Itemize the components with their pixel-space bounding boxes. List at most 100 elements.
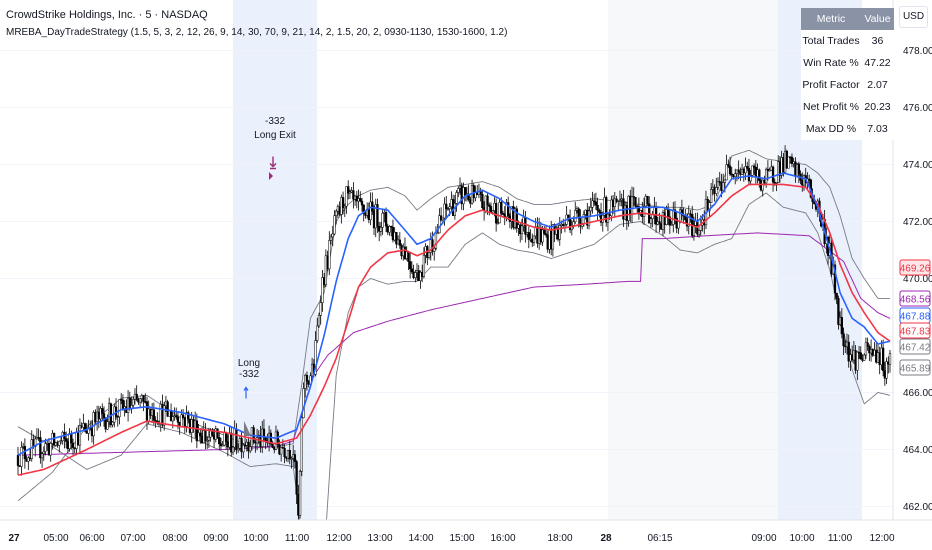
candle-body [543, 229, 546, 234]
price-tick-label: 466.00 [903, 388, 932, 399]
time-tick-label: 13:00 [367, 533, 392, 544]
candle-body [438, 215, 441, 234]
candle-body [371, 201, 374, 212]
time-tick-label: 11:00 [828, 533, 853, 544]
candle-body [171, 416, 174, 422]
price-label-value: 468.56 [900, 295, 931, 306]
candle-body [348, 191, 352, 194]
candle-body [570, 225, 573, 230]
candle-body [290, 458, 293, 460]
candle-body [87, 427, 90, 434]
candle-body [331, 233, 334, 238]
candle-body [596, 204, 599, 211]
stats-metric-label: Max DD % [805, 123, 857, 135]
candle-body [347, 186, 350, 194]
candle-body [457, 188, 460, 193]
time-tick-label: 11:00 [285, 533, 310, 544]
candle-body [121, 399, 125, 409]
time-axis-bg [0, 520, 932, 550]
candle-body [321, 277, 324, 303]
candle-body [207, 436, 211, 441]
price-tick-label: 464.00 [903, 445, 932, 456]
candle-body [236, 448, 240, 451]
time-tick-label: 12:00 [326, 533, 351, 544]
indicator-legend[interactable]: MREBA_DayTradeStrategy (1.5, 5, 3, 2, 12… [6, 27, 508, 38]
candle-body [441, 217, 444, 221]
time-tick-label: 09:00 [751, 533, 776, 544]
time-tick-label: 14:00 [408, 533, 433, 544]
candle-body [44, 443, 47, 452]
candle-body [541, 229, 544, 243]
candle-body [379, 227, 383, 232]
time-tick-label: 09:00 [203, 533, 228, 544]
candle-body [524, 217, 527, 235]
currency-button[interactable]: USD [899, 6, 928, 28]
candle-body [687, 213, 690, 227]
candle-body [715, 187, 718, 194]
candle-body [496, 222, 500, 225]
candle-body [316, 325, 319, 341]
price-tick-label: 478.00 [903, 46, 932, 57]
candle-body [59, 440, 63, 442]
candle-body [488, 204, 491, 207]
candle-body [16, 454, 20, 466]
candle-body [670, 224, 673, 226]
exit-label: Long Exit [254, 130, 296, 141]
candle-body [787, 156, 790, 169]
candle-body [40, 453, 44, 459]
stats-row: Win Rate % 47.22 [801, 52, 894, 74]
time-tick-label: 18:00 [547, 533, 572, 544]
candle-body [176, 416, 180, 423]
stats-metric-value: 2.07 [867, 79, 888, 91]
strategy-stats-table: Metric Value Total Trades 36 Win Rate % … [801, 8, 894, 140]
candle-body [591, 200, 594, 208]
candle-body [842, 333, 845, 347]
candle-body [345, 186, 348, 207]
exit-pnl-label: -332 [265, 116, 285, 127]
stats-header-row: Metric Value [801, 8, 894, 30]
candle-body [579, 217, 582, 227]
candle-body [219, 443, 223, 447]
candle-body [520, 225, 524, 235]
candle-body [231, 446, 235, 453]
candle-body [106, 421, 109, 430]
long-entry-arrow [243, 386, 249, 399]
candle-body [34, 438, 37, 447]
candle-body [692, 225, 696, 236]
candle-body [765, 168, 768, 184]
candle-body [187, 412, 190, 420]
candle-body [78, 425, 82, 446]
candle-body [101, 408, 104, 414]
candle-body [835, 292, 838, 299]
long-exit-arrow [269, 156, 277, 170]
candle-body [551, 224, 555, 250]
candle-body [790, 156, 794, 165]
candle-body [840, 317, 843, 335]
stats-row: Net Profit % 20.23 [801, 96, 894, 118]
symbol-title[interactable]: CrowdStrike Holdings, Inc. · 5 · NASDAQ [6, 9, 208, 21]
session-shade [608, 0, 778, 520]
price-label-box [899, 290, 931, 307]
stats-metric-value: 20.23 [864, 101, 891, 113]
candle-body [744, 166, 747, 174]
candle-body [324, 255, 328, 286]
candle-body [27, 457, 30, 462]
session-shading [233, 0, 862, 520]
candle-body [49, 443, 52, 456]
candle-body [206, 440, 209, 442]
candle-body [152, 409, 156, 421]
price-tick-label: 470.00 [903, 274, 932, 285]
candle-body [329, 236, 333, 241]
stats-header-metric: Metric [801, 8, 861, 30]
candle-body [888, 353, 892, 365]
candle-body [494, 203, 498, 224]
candle-body [837, 298, 840, 325]
lower-band-line [17, 192, 891, 550]
time-tick-label: 05:00 [43, 533, 68, 544]
candle-body [758, 169, 761, 182]
candle-body [279, 447, 283, 455]
price-label-box [899, 322, 931, 339]
candle-body [630, 196, 634, 215]
candle-body [775, 182, 778, 184]
